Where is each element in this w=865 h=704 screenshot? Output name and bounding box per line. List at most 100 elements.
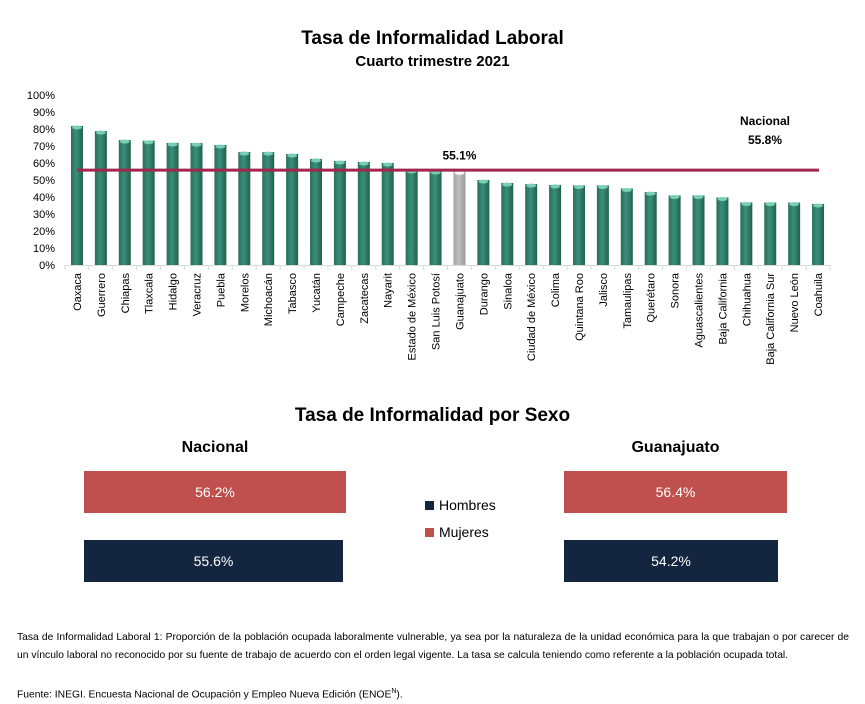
bar-querétaro <box>644 192 657 265</box>
legend-item-mujeres: Mujeres <box>425 524 489 540</box>
bar-cap <box>119 139 130 144</box>
sex-chart-title: Tasa de Informalidad por Sexo <box>294 405 571 426</box>
bar-cap <box>215 144 226 149</box>
x-tick-label: Jalisco <box>598 273 610 307</box>
bar-cap <box>95 130 106 135</box>
x-tick-label: Zacatecas <box>359 273 371 324</box>
bar-cap <box>239 151 250 156</box>
bar-cap <box>334 160 345 165</box>
bar-cap <box>478 179 489 184</box>
bar-quintana-roo <box>572 185 585 265</box>
bar-cap <box>813 203 824 208</box>
x-tick-label: Nuevo León <box>789 273 801 332</box>
x-tick-label: Guerrero <box>96 273 108 317</box>
bar-guerrero <box>94 131 107 265</box>
bar-campeche <box>333 160 346 265</box>
bar-cap <box>191 142 202 147</box>
x-tick-label: Coahuila <box>813 272 825 316</box>
x-tick-label: Quintana Roo <box>574 273 586 341</box>
x-tick-label: Aguascalientes <box>694 273 706 348</box>
informality-bar-chart: 0% 10% 20% 30% 40% 50% 60% 70% 80% 90% 100% Oaxaca… <box>27 90 831 365</box>
legend-item-hombres: Hombres <box>425 497 496 513</box>
source-suffix: ). <box>396 689 403 701</box>
bar-baja-california-sur <box>764 202 777 265</box>
y-tick-label: 80% <box>33 124 55 136</box>
footnote-source: Fuente: INEGI. Encuesta Nacional de Ocup… <box>17 683 849 704</box>
bar-guanajuato-hombres: 54.2% <box>564 540 778 582</box>
chart-title: Tasa de Informalidad Laboral <box>301 28 564 49</box>
panel-title-nacional: Nacional <box>181 439 249 456</box>
bar-cap <box>573 184 584 189</box>
x-tick-label: Guanajuato <box>454 273 466 330</box>
bar-cap <box>693 194 704 199</box>
x-axis: Oaxaca Guerrero Chiapas Tlaxcala Hidalgo Vera… <box>64 265 831 365</box>
bar-puebla <box>214 144 227 265</box>
bar-cap <box>167 142 178 147</box>
bar-cap <box>717 197 728 202</box>
bar-jalisco <box>596 185 609 265</box>
bar-baja-california <box>716 197 729 265</box>
bar-cap <box>71 125 82 130</box>
bar-cap <box>550 184 561 189</box>
x-tick-label: Ciudad de México <box>526 273 538 361</box>
y-tick-label: 10% <box>33 243 55 255</box>
x-tick-label: Tamaulipas <box>622 273 634 329</box>
x-tick-label: Michoacán <box>263 273 275 326</box>
y-tick-label: 70% <box>33 141 55 153</box>
x-tick-label: Oaxaca <box>72 272 84 311</box>
bar-tamaulipas <box>620 188 633 265</box>
x-tick-label: Colima <box>550 272 562 307</box>
x-tick-label: Estado de México <box>407 273 419 360</box>
x-tick-label: Baja California <box>717 272 729 344</box>
nacional-label: Nacional <box>740 114 790 128</box>
chart-subtitle: Cuarto trimestre 2021 <box>355 53 510 70</box>
bar-oaxaca <box>70 125 83 265</box>
x-tick-label: Sonora <box>670 272 682 308</box>
bar-tlaxcala <box>142 140 155 265</box>
bar-yucatán <box>310 158 323 265</box>
y-tick-label: 40% <box>33 192 55 204</box>
x-tick-label: Chiapas <box>120 273 132 314</box>
bar-sinaloa <box>501 183 514 265</box>
x-tick-label: Hidalgo <box>168 273 180 310</box>
y-tick-label: 20% <box>33 226 55 238</box>
x-tick-label: Morelos <box>239 273 251 313</box>
bar-chiapas <box>118 140 131 265</box>
x-tick-label: Puebla <box>215 272 227 307</box>
guanajuato-data-label: 55.1% <box>442 148 476 162</box>
source-superscript: N <box>391 688 397 695</box>
x-tick-label: San Luis Potosí <box>431 273 443 350</box>
bar-cap <box>789 202 800 207</box>
x-tick-label: Nayarit <box>383 273 395 308</box>
bar-san-luis-potosí <box>429 170 442 265</box>
bar-cap <box>143 140 154 145</box>
y-tick-label: 50% <box>33 175 55 187</box>
bar-cap <box>526 183 537 188</box>
bar-cap <box>311 158 322 163</box>
nacional-value-label: 55.8% <box>748 133 782 147</box>
bar-nacional-mujeres: 56.2% <box>84 471 346 513</box>
y-tick-label: 90% <box>33 107 55 119</box>
bar-cap <box>263 151 274 156</box>
y-tick-label: 30% <box>33 209 55 221</box>
bar-cap <box>287 153 298 158</box>
panel-title-guanajuato: Guanajuato <box>631 439 720 456</box>
bar-tabasco <box>286 153 299 265</box>
bar-nayarit <box>381 163 394 265</box>
bar-nacional-hombres: 55.6% <box>84 540 343 582</box>
bar-veracruz <box>190 143 203 265</box>
bar-cap <box>645 191 656 196</box>
x-tick-label: Yucatán <box>311 273 323 313</box>
legend-label: Mujeres <box>439 524 489 540</box>
bar-aguascalientes <box>692 195 705 265</box>
bar-cap <box>382 162 393 167</box>
bar-durango <box>477 180 490 265</box>
bar-cap <box>454 170 465 175</box>
bar-hidalgo <box>166 142 179 265</box>
bar-guanajuato <box>453 171 466 265</box>
bar-cap <box>669 194 680 199</box>
x-tick-label: Baja California Sur <box>765 273 777 365</box>
bar-cap <box>358 161 369 166</box>
footnote-definition: Tasa de Informalidad Laboral 1: Proporci… <box>17 632 849 661</box>
bar-label: 56.2% <box>195 484 235 500</box>
